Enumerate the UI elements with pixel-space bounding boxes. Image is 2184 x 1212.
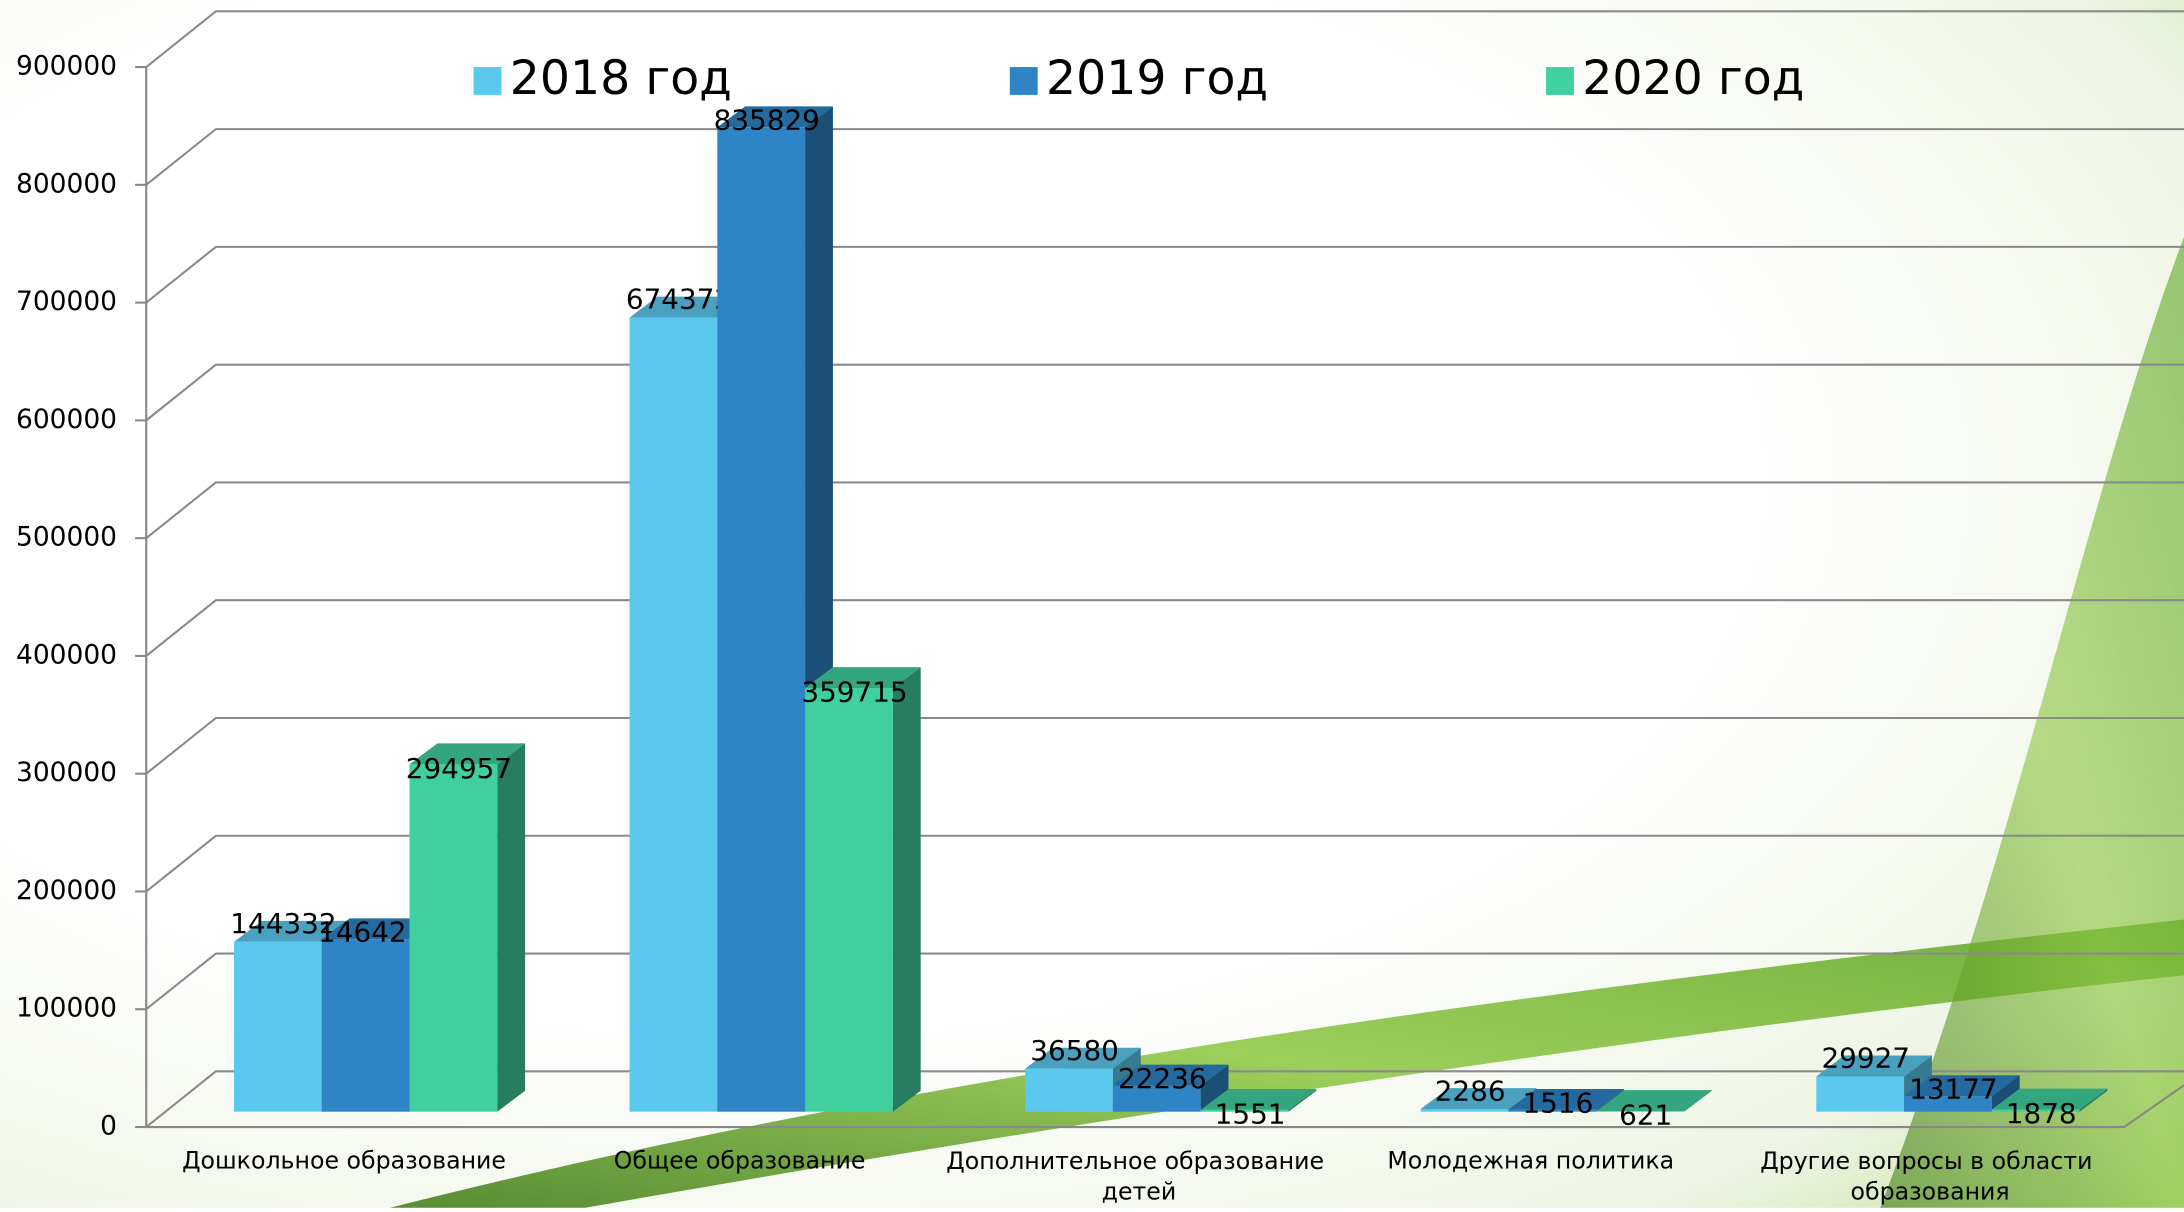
- x-tick-label: Дополнительное образование детей: [946, 1146, 1324, 1205]
- bar: [1200, 1109, 1289, 1112]
- bar: [234, 941, 322, 1112]
- bar: [1025, 1068, 1113, 1112]
- legend-label: 2019 год: [1046, 51, 1268, 106]
- data-label: 294957: [406, 752, 512, 785]
- bar-top: [1508, 1089, 1625, 1110]
- data-label: 146421: [318, 916, 424, 949]
- y-tick-label: 0: [100, 1111, 117, 1142]
- bar: [629, 317, 718, 1112]
- bar-side: [1991, 1075, 2020, 1112]
- x-tick-label: Другие вопросы в области образования: [1760, 1146, 2092, 1205]
- legend-label: 2018 год: [510, 51, 732, 106]
- bar-top: [1112, 1064, 1229, 1086]
- y-tick-label: 100000: [16, 993, 117, 1024]
- grid-line: [145, 834, 2184, 893]
- y-tick-label: 200000: [16, 875, 117, 906]
- data-label: 22236: [1118, 1062, 1207, 1095]
- data-label: 13177: [1909, 1073, 1998, 1106]
- legend-swatch: [1009, 67, 1038, 95]
- bar-top: [805, 667, 921, 689]
- bar: [1112, 1085, 1201, 1112]
- grid-line: [145, 10, 2184, 68]
- bar-side: [892, 667, 921, 1112]
- y-tick-label: 700000: [16, 286, 117, 317]
- y-tick-label: 800000: [16, 168, 117, 199]
- data-label: 29927: [1821, 1042, 1910, 1075]
- bar-side: [1288, 1088, 1317, 1112]
- bar-top: [717, 106, 833, 128]
- bar: [1816, 1076, 1905, 1112]
- bar: [321, 939, 410, 1112]
- legend-swatch: [1546, 67, 1574, 95]
- bar: [1596, 1110, 1684, 1112]
- legend-swatch: [473, 67, 502, 95]
- background-leaf: [1880, 236, 2184, 1208]
- y-tick-label: 300000: [16, 757, 117, 788]
- grid-line: [145, 952, 2184, 1011]
- bar-top: [1904, 1075, 2020, 1097]
- data-label: 1551: [1215, 1097, 1286, 1130]
- plot: 0 100000 200000 300000 400000 500000 600000 700…: [16, 10, 2184, 1205]
- y-tick-label: 600000: [16, 404, 117, 435]
- bar: [409, 764, 498, 1112]
- grid-line: [145, 363, 2184, 422]
- x-tick-label: Молодежная политика: [1387, 1146, 1674, 1174]
- bar-top: [1025, 1047, 1141, 1069]
- data-label: 835829: [714, 104, 820, 137]
- grid-line: [145, 481, 2184, 539]
- legend-label: 2020 год: [1582, 51, 1804, 106]
- x-tick-label: Общее образование: [614, 1146, 866, 1174]
- bar-side: [1200, 1064, 1229, 1112]
- data-label: 1516: [1522, 1086, 1593, 1119]
- grid-line: [145, 128, 2184, 186]
- bar-side: [497, 743, 526, 1112]
- y-tick-label: 500000: [16, 522, 117, 553]
- bar-top: [1420, 1088, 1537, 1110]
- x-tick-label: Дошкольное образование: [182, 1146, 506, 1174]
- bar-top: [1200, 1088, 1317, 1110]
- data-label: 36580: [1030, 1034, 1119, 1067]
- bar-top: [409, 743, 526, 765]
- bar: [1991, 1109, 2080, 1112]
- bar-side: [2079, 1088, 2108, 1112]
- data-label: 359715: [801, 676, 907, 709]
- bar: [1420, 1109, 1509, 1112]
- data-label: 2286: [1435, 1074, 1506, 1107]
- bar-side: [1683, 1090, 1712, 1112]
- bar: [1508, 1109, 1597, 1112]
- data-label: 144332: [230, 907, 336, 940]
- bar-top: [1816, 1055, 1932, 1077]
- x-axis: [146, 1084, 2184, 1129]
- grid-line: [145, 599, 2184, 657]
- background-leaf: [390, 919, 2184, 1208]
- data-label: 674372: [626, 283, 732, 316]
- bar-top: [1596, 1090, 1712, 1111]
- grid-line: [145, 716, 2184, 775]
- bar: [805, 688, 893, 1112]
- grid-line: [145, 1070, 2184, 1128]
- y-tick-label: 400000: [16, 639, 117, 670]
- bar-top: [234, 920, 350, 942]
- data-label: 621: [1619, 1099, 1672, 1132]
- bar-top: [321, 918, 438, 940]
- bar: [717, 127, 806, 1112]
- grid-line: [145, 245, 2184, 304]
- bar: [1904, 1096, 1992, 1112]
- bar-top: [629, 296, 746, 318]
- data-label: 1878: [2006, 1097, 2077, 1130]
- bar-top: [1991, 1088, 2108, 1110]
- y-tick-label: 900000: [16, 51, 117, 82]
